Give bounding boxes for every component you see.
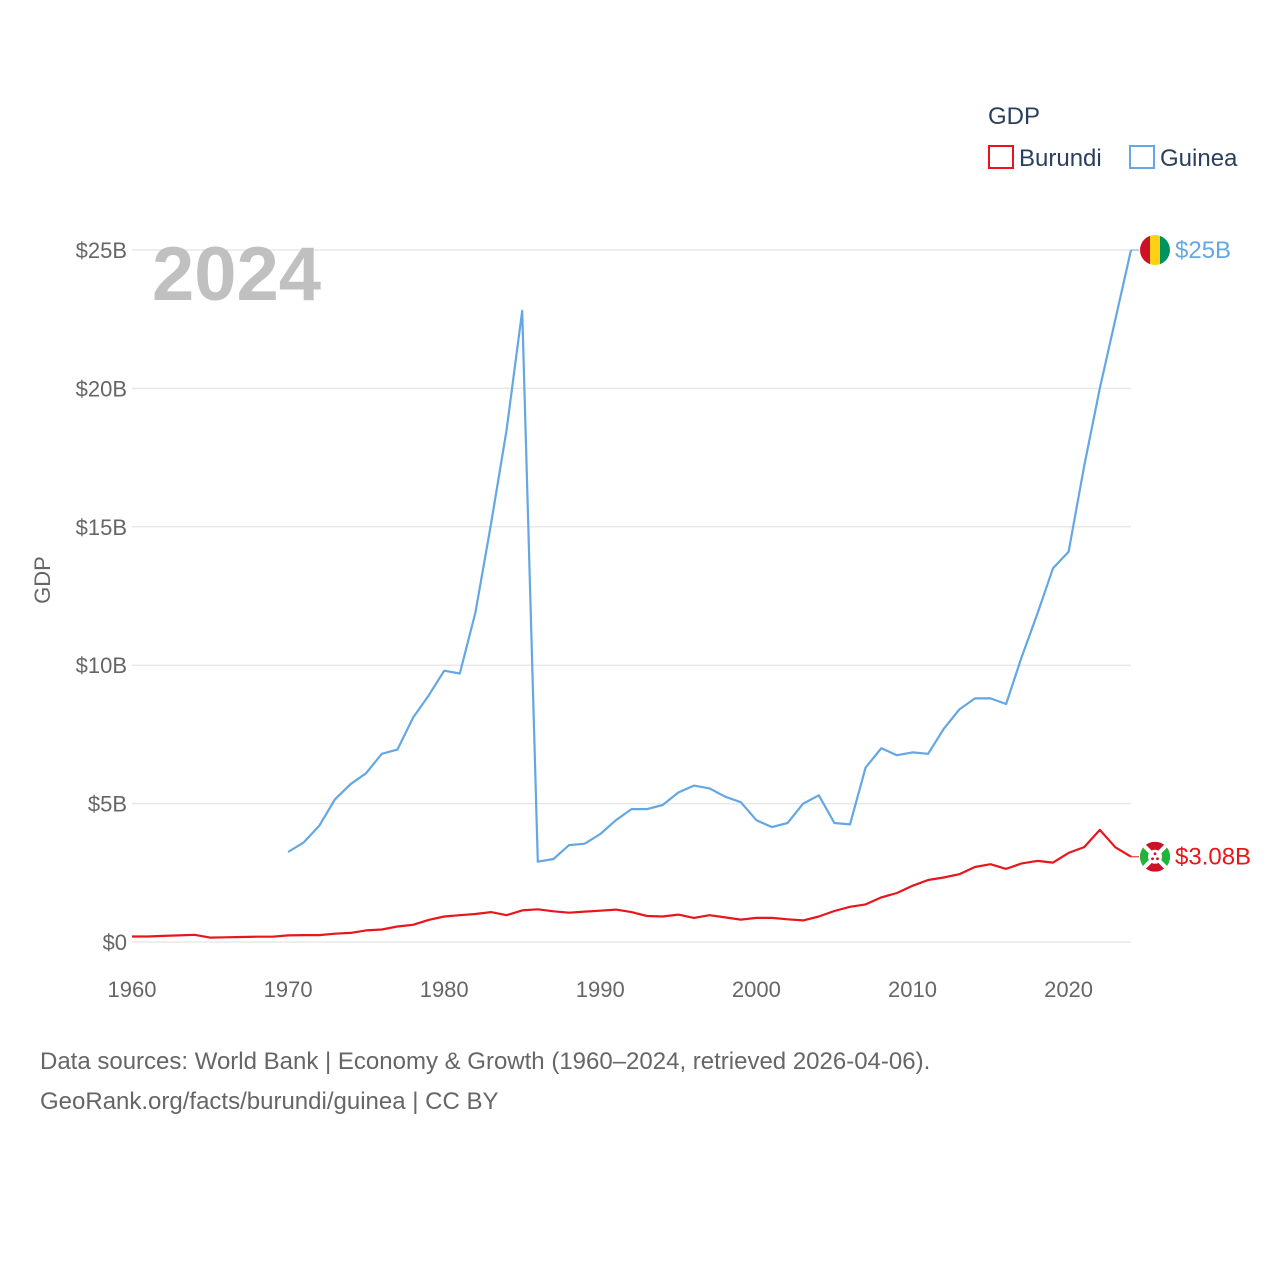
gridlines [132,249,1131,943]
y-tick-label: $0 [103,930,127,955]
legend-label-guinea: Guinea [1160,145,1238,172]
legend-swatch-burundi [988,145,1014,169]
x-tick-label: 2000 [732,977,781,1002]
legend-item-burundi[interactable]: Burundi [988,145,1102,172]
x-tick-label: 1990 [576,977,625,1002]
legend-item-guinea[interactable]: Guinea [1129,145,1238,172]
y-axis-label: GDP [30,556,55,604]
x-tick-label: 2020 [1044,977,1093,1002]
legend-title: GDP [988,103,1040,130]
y-tick-label: $20B [76,376,127,401]
x-tick-label: 1970 [264,977,313,1002]
legend-swatch-guinea [1129,145,1155,169]
x-axis-ticks: 1960 1970 1980 1990 2000 2010 2020 [108,977,1094,1002]
x-tick-label: 2010 [888,977,937,1002]
y-tick-label: $10B [76,653,127,678]
source-line-1: Data sources: World Bank | Economy & Gro… [40,1048,931,1075]
series-line-guinea[interactable] [287,249,1133,863]
source-note: Data sources: World Bank | Economy & Gro… [40,1042,930,1122]
end-label-guinea: $25B [1175,237,1231,264]
x-tick-label: 1960 [108,977,157,1002]
guinea-flag-icon [1140,235,1170,265]
series-line-burundi[interactable] [132,828,1132,939]
y-axis-ticks: $0 $5B $10B $15B $20B $25B [76,238,127,955]
end-label-burundi: $3.08B [1175,844,1251,871]
y-tick-label: $25B [76,238,127,263]
legend-label-burundi: Burundi [1019,145,1102,172]
burundi-flag-icon [1140,841,1170,872]
legend: GDP Burundi Guinea [988,103,1238,172]
x-tick-label: 1980 [420,977,469,1002]
year-label: 2024 [152,232,321,317]
series-end-labels: $3.08B $25B [1131,235,1251,872]
y-tick-label: $15B [76,515,127,540]
series-lines [132,249,1133,939]
y-tick-label: $5B [88,792,127,817]
source-line-2[interactable]: GeoRank.org/facts/burundi/guinea | CC BY [40,1088,499,1115]
